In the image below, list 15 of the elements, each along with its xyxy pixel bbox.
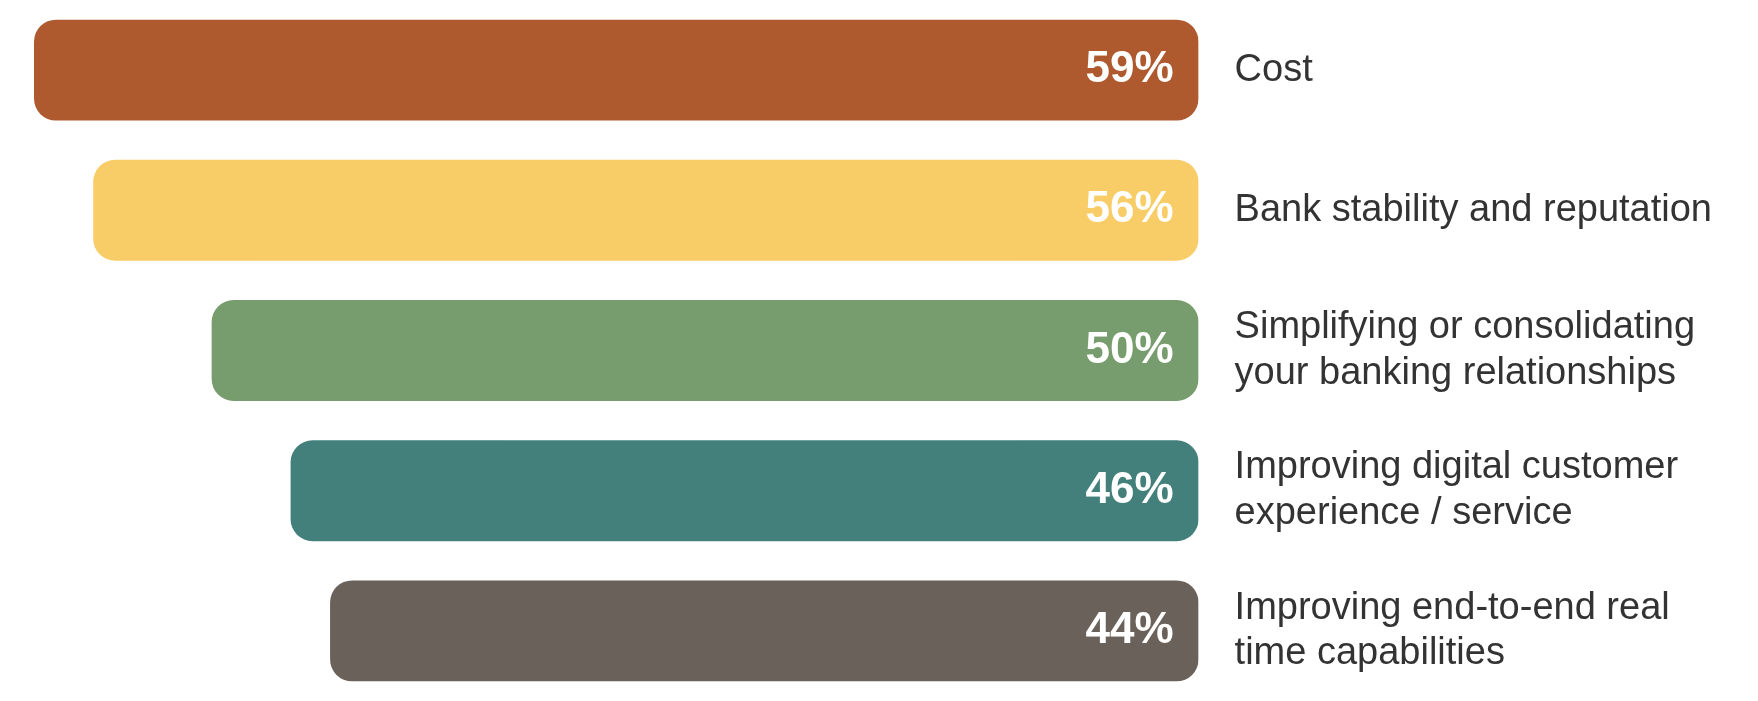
bar bbox=[330, 580, 1199, 682]
data-label: 50% bbox=[1085, 322, 1174, 372]
bar bbox=[34, 19, 1199, 121]
y-tick-label: Improving digital customer experience / service bbox=[1234, 444, 1679, 532]
data-label: 46% bbox=[1085, 462, 1174, 512]
y-tick-label: Improving end-to-end real time capabilities bbox=[1234, 584, 1670, 673]
bar bbox=[93, 159, 1199, 261]
data-label: 44% bbox=[1085, 603, 1174, 653]
y-tick-label: Simplifying or consolidating your banking relationships bbox=[1234, 304, 1696, 392]
bar bbox=[211, 300, 1199, 401]
data-label: 56% bbox=[1085, 182, 1174, 232]
y-tick-label: Cost bbox=[1234, 46, 1314, 89]
data-label: 59% bbox=[1085, 42, 1174, 92]
bar bbox=[290, 440, 1199, 542]
y-tick-label: Bank stability and reputation bbox=[1234, 186, 1713, 229]
